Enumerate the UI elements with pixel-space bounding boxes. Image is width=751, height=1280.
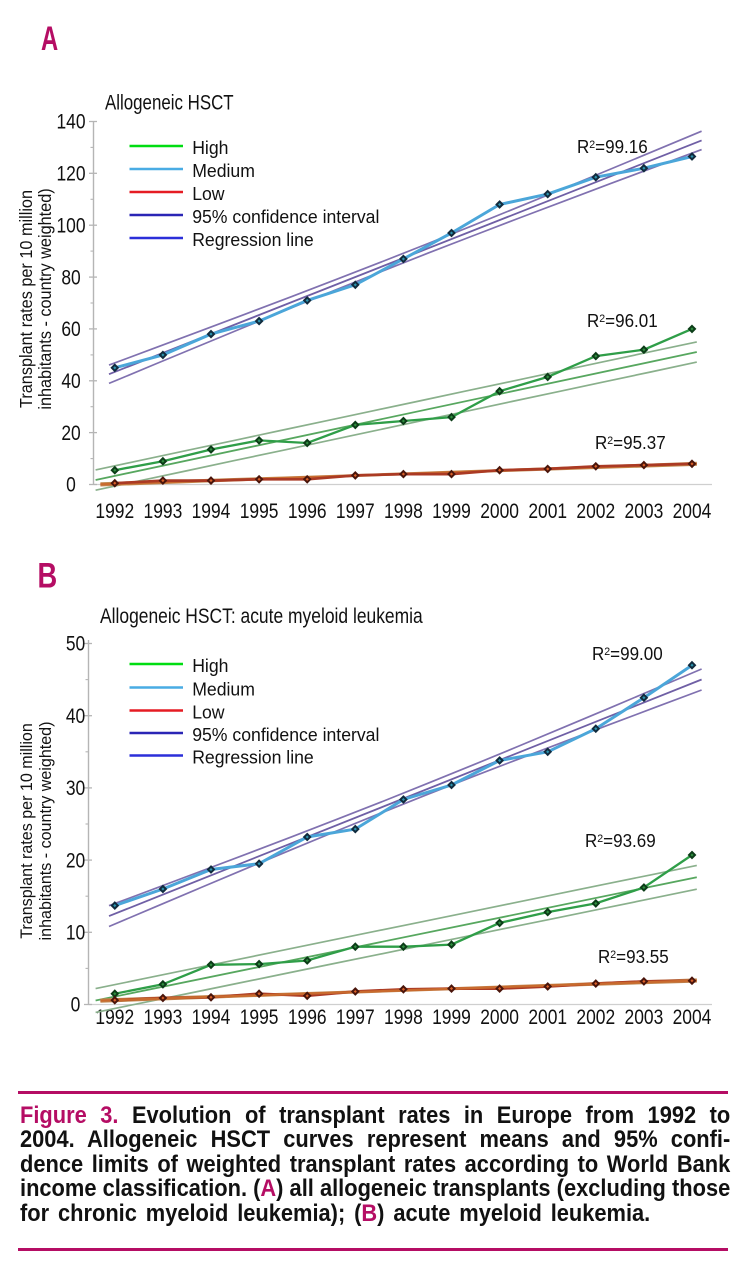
svg-text:Transplant rates per 10 millio: Transplant rates per 10 million — [18, 723, 36, 939]
svg-text:20: 20 — [61, 422, 80, 445]
svg-text:1996: 1996 — [288, 500, 327, 523]
svg-text:Allogeneic HSCT: Allogeneic HSCT — [105, 92, 234, 115]
svg-text:Transplant rates per 10 millio: Transplant rates per 10 million — [16, 190, 36, 408]
svg-text:2002: 2002 — [576, 1006, 615, 1029]
svg-text:B: B — [38, 556, 58, 595]
svg-text:1998: 1998 — [384, 1006, 423, 1029]
svg-text:R2=99.16: R2=99.16 — [577, 136, 648, 157]
svg-text:30: 30 — [66, 778, 85, 801]
svg-text:R2=93.55: R2=93.55 — [598, 946, 669, 967]
svg-text:2000: 2000 — [480, 500, 519, 523]
svg-text:1999: 1999 — [432, 1006, 471, 1029]
svg-text:Low: Low — [192, 702, 224, 722]
svg-text:2000: 2000 — [480, 1006, 519, 1029]
svg-text:1996: 1996 — [288, 1006, 327, 1029]
svg-text:0: 0 — [71, 994, 81, 1017]
svg-text:Low: Low — [192, 184, 224, 204]
svg-text:R2=96.01: R2=96.01 — [587, 310, 658, 331]
svg-text:2004: 2004 — [673, 1006, 712, 1029]
svg-text:Regression line: Regression line — [192, 747, 314, 767]
svg-text:inhabitants - country weighted: inhabitants - country weighted) — [37, 722, 55, 941]
svg-text:High: High — [192, 138, 228, 158]
svg-text:2002: 2002 — [576, 500, 615, 523]
svg-text:inhabitants - country weighted: inhabitants - country weighted) — [35, 188, 55, 409]
svg-text:60: 60 — [61, 319, 80, 342]
svg-text:1993: 1993 — [144, 500, 183, 523]
svg-text:1994: 1994 — [192, 1006, 231, 1029]
svg-text:Regression line: Regression line — [192, 230, 314, 250]
svg-text:1993: 1993 — [144, 1006, 183, 1029]
svg-text:1999: 1999 — [432, 500, 471, 523]
svg-text:20: 20 — [66, 850, 85, 873]
svg-text:1997: 1997 — [336, 1006, 375, 1029]
svg-text:2003: 2003 — [625, 500, 664, 523]
svg-text:R2=93.69: R2=93.69 — [585, 830, 656, 851]
svg-text:95% confidence interval: 95% confidence interval — [192, 725, 379, 745]
svg-text:1997: 1997 — [336, 500, 375, 523]
svg-text:Medium: Medium — [192, 679, 255, 699]
svg-text:1992: 1992 — [95, 500, 134, 523]
svg-text:2003: 2003 — [625, 1006, 664, 1029]
svg-text:R2=95.37: R2=95.37 — [595, 432, 666, 453]
svg-text:2001: 2001 — [528, 500, 567, 523]
svg-text:2004: 2004 — [673, 500, 712, 523]
svg-text:0: 0 — [66, 474, 76, 497]
svg-text:R2=99.00: R2=99.00 — [592, 643, 663, 664]
svg-text:Allogeneic HSCT: acute myeloid: Allogeneic HSCT: acute myeloid leukemia — [100, 604, 423, 628]
svg-text:140: 140 — [56, 111, 85, 134]
svg-text:100: 100 — [56, 215, 85, 238]
svg-text:High: High — [192, 656, 228, 676]
svg-text:40: 40 — [66, 705, 85, 728]
svg-text:80: 80 — [61, 267, 80, 290]
svg-text:120: 120 — [56, 163, 85, 186]
svg-text:A: A — [41, 20, 58, 58]
svg-text:95% confidence interval: 95% confidence interval — [192, 207, 379, 227]
svg-text:Medium: Medium — [192, 161, 255, 181]
svg-text:2001: 2001 — [528, 1006, 567, 1029]
svg-text:1992: 1992 — [95, 1006, 134, 1029]
svg-text:40: 40 — [61, 371, 80, 394]
svg-text:50: 50 — [66, 633, 85, 656]
svg-text:10: 10 — [66, 922, 85, 945]
svg-text:1998: 1998 — [384, 500, 423, 523]
svg-text:1994: 1994 — [192, 500, 231, 523]
svg-text:1995: 1995 — [240, 1006, 279, 1029]
svg-text:1995: 1995 — [240, 500, 279, 523]
